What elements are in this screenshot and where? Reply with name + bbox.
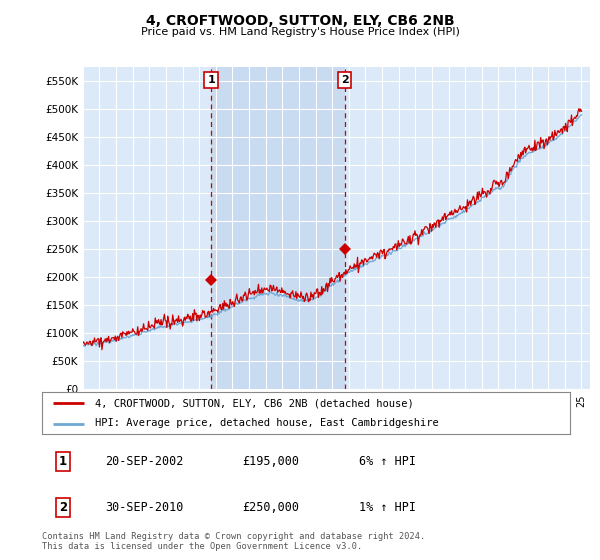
Text: Contains HM Land Registry data © Crown copyright and database right 2024.
This d: Contains HM Land Registry data © Crown c… xyxy=(42,532,425,552)
Text: £250,000: £250,000 xyxy=(242,501,299,514)
Text: 20-SEP-2002: 20-SEP-2002 xyxy=(106,455,184,468)
Text: Price paid vs. HM Land Registry's House Price Index (HPI): Price paid vs. HM Land Registry's House … xyxy=(140,27,460,38)
Text: 4, CROFTWOOD, SUTTON, ELY, CB6 2NB (detached house): 4, CROFTWOOD, SUTTON, ELY, CB6 2NB (deta… xyxy=(95,398,413,408)
Text: 30-SEP-2010: 30-SEP-2010 xyxy=(106,501,184,514)
Text: 6% ↑ HPI: 6% ↑ HPI xyxy=(359,455,416,468)
Text: HPI: Average price, detached house, East Cambridgeshire: HPI: Average price, detached house, East… xyxy=(95,418,439,428)
Text: 1: 1 xyxy=(59,455,67,468)
Text: £195,000: £195,000 xyxy=(242,455,299,468)
Text: 1: 1 xyxy=(207,75,215,85)
Text: 2: 2 xyxy=(59,501,67,514)
Text: 2: 2 xyxy=(341,75,349,85)
Text: 1% ↑ HPI: 1% ↑ HPI xyxy=(359,501,416,514)
Bar xyxy=(211,67,344,389)
Text: 4, CROFTWOOD, SUTTON, ELY, CB6 2NB: 4, CROFTWOOD, SUTTON, ELY, CB6 2NB xyxy=(146,14,454,28)
